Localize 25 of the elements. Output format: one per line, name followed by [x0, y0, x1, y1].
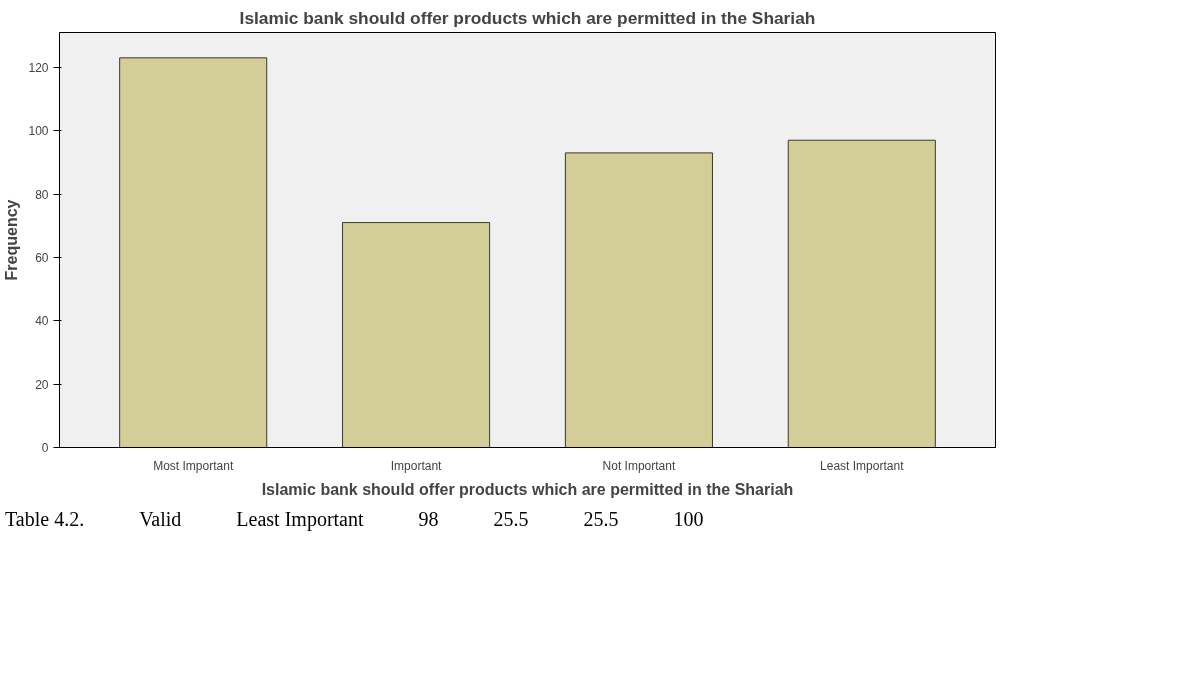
y-tick-label: 100 [28, 124, 49, 139]
y-tick-label: 120 [28, 60, 49, 75]
y-tick-label: 60 [35, 250, 49, 265]
bar [342, 222, 491, 448]
y-tick-label: 80 [35, 187, 49, 202]
bar [787, 139, 936, 448]
text: 98 [418, 507, 439, 532]
x-tick-label: Important [390, 458, 443, 473]
bar [119, 57, 268, 448]
x-tick-label: Not Important [602, 458, 676, 473]
caption: Table 4.2. [5, 507, 85, 532]
y-tick-label: 0 [41, 441, 49, 455]
y-tick-label: 20 [35, 377, 49, 392]
text: Least Important [236, 507, 364, 533]
y-tick-label: 40 [35, 314, 49, 329]
chart-title: Islamic bank should offer products which are permitted in the Shariah [239, 7, 816, 28]
y-axis-title: Frequency [3, 199, 21, 281]
text: Valid [139, 507, 182, 532]
text: 25.5 [493, 507, 529, 532]
text: 100 [673, 507, 704, 532]
text: 25.5 [583, 507, 619, 532]
x-tick-label: Most Important [153, 458, 234, 473]
bar [564, 152, 713, 448]
x-axis-title: Islamic bank should offer products which are permitted in the Shariah [261, 480, 794, 498]
x-tick-label: Least Important [820, 458, 905, 473]
